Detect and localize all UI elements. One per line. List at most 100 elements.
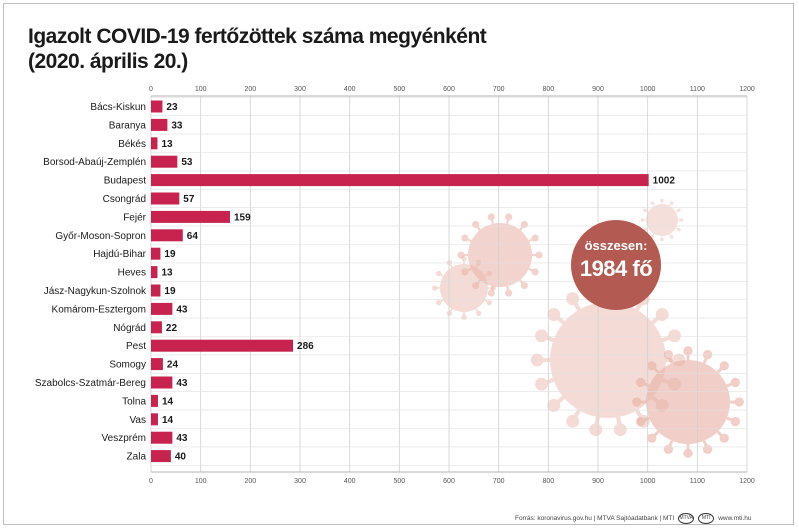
value-label: 286: [297, 341, 314, 352]
virus-icon: [457, 213, 543, 297]
tick-label: 400: [344, 478, 356, 485]
category-label: Heves: [118, 268, 146, 279]
bar: [151, 192, 180, 205]
value-label: 40: [175, 452, 187, 463]
bar: [151, 210, 230, 223]
tick-label: 400: [344, 86, 356, 93]
tick-label: 1100: [690, 478, 705, 485]
mtva-logo-icon: MTVA: [678, 512, 695, 524]
category-label: Győr-Moson-Sopron: [55, 231, 146, 242]
tick-label: 700: [493, 478, 505, 485]
category-label: Szabolcs-Szatmár-Bereg: [35, 378, 146, 389]
bar: [151, 358, 163, 371]
tick-label: 100: [195, 86, 207, 93]
tick-label: 700: [493, 86, 505, 93]
value-label: 22: [166, 323, 178, 334]
category-label: Tolna: [122, 396, 146, 407]
total-label: összesen:: [584, 238, 648, 253]
source-text: Forrás: koronavirus.gov.hu | MTVA Sajtóa…: [515, 514, 675, 522]
bar: [151, 431, 173, 444]
value-label: 53: [181, 157, 193, 168]
website-link[interactable]: www.mti.hu: [718, 514, 752, 522]
mti-logo-icon: MTI: [698, 512, 715, 524]
value-labels: 2333135310025715964191319432228624431414…: [161, 102, 675, 463]
bar: [151, 321, 162, 334]
value-label: 1002: [653, 176, 676, 187]
tick-label: 200: [244, 86, 256, 93]
value-label: 159: [234, 212, 251, 223]
bar: [151, 155, 178, 168]
category-label: Jász-Nagykun-Szolnok: [44, 286, 147, 297]
bar: [151, 339, 294, 352]
category-label: Fejér: [123, 212, 146, 223]
category-label: Csongrád: [103, 194, 146, 205]
tick-label: 900: [592, 478, 604, 485]
bar: [151, 118, 168, 131]
bar: [151, 266, 158, 279]
category-label: Nógrád: [113, 323, 146, 334]
bar: [151, 284, 161, 297]
category-label: Budapest: [104, 176, 146, 187]
tick-label: 800: [542, 478, 554, 485]
total-value: 1984 fő: [579, 256, 653, 281]
value-label: 19: [164, 286, 176, 297]
infographic-frame: [3, 3, 794, 525]
category-label: Békés: [118, 139, 146, 150]
value-label: 64: [187, 231, 199, 242]
x-axis-top: 0 100 200 300 400 500 600 700 800 900 1000 1100 1200: [149, 86, 755, 93]
bar: [151, 394, 158, 407]
category-label: Somogy: [109, 360, 146, 371]
bar: [151, 229, 183, 242]
category-label: Pest: [126, 341, 146, 352]
virus-illustrations: [432, 198, 744, 458]
bar: [151, 100, 163, 113]
value-label: 43: [176, 433, 188, 444]
gridlines: [150, 95, 748, 473]
tick-label: 500: [393, 86, 405, 93]
value-label: 33: [171, 120, 183, 131]
bar: [151, 413, 158, 426]
category-label: Hajdú-Bihar: [93, 249, 146, 260]
value-label: 14: [162, 396, 174, 407]
tick-label: 100: [195, 478, 207, 485]
category-label: Baranya: [109, 120, 147, 131]
tick-label: 600: [443, 86, 455, 93]
bar: [151, 376, 173, 389]
tick-label: 1200: [739, 478, 755, 485]
tick-label: 300: [294, 478, 306, 485]
value-label: 13: [161, 139, 173, 150]
value-label: 14: [162, 415, 174, 426]
total-badge: összesen: 1984 fő: [571, 220, 661, 310]
tick-label: 1000: [640, 478, 656, 485]
category-label: Borsod-Abaúj-Zemplén: [43, 157, 146, 168]
tick-label: 0: [149, 478, 153, 485]
bar: [151, 302, 173, 315]
value-label: 23: [166, 102, 178, 113]
bar: [151, 174, 649, 187]
category-label: Vas: [130, 415, 147, 426]
category-label: Komárom-Esztergom: [52, 304, 146, 315]
value-label: 13: [161, 268, 173, 279]
tick-label: 0: [149, 86, 153, 93]
chart-title: Igazolt COVID-19 fertőzöttek száma megyé…: [28, 25, 487, 48]
bar: [151, 137, 158, 150]
category-label: Veszprém: [102, 433, 146, 444]
x-axis-bottom: 0 100 200 300 400 500 600 700 800 900 1000 1100 1200: [149, 478, 755, 485]
category-label: Bács-Kiskun: [90, 102, 146, 113]
category-label: Zala: [127, 452, 147, 463]
footer: Forrás: koronavirus.gov.hu | MTVA Sajtóa…: [515, 512, 751, 524]
bars: [151, 100, 649, 463]
value-label: 24: [167, 360, 179, 371]
value-label: 57: [183, 194, 195, 205]
tick-label: 900: [592, 86, 604, 93]
tick-label: 500: [393, 478, 405, 485]
tick-label: 300: [294, 86, 306, 93]
tick-label: 1100: [690, 86, 705, 93]
bar: [151, 450, 171, 463]
bar: [151, 247, 161, 260]
value-label: 43: [176, 378, 188, 389]
tick-label: 600: [443, 478, 455, 485]
tick-label: 1200: [739, 86, 755, 93]
tick-label: 200: [244, 478, 256, 485]
